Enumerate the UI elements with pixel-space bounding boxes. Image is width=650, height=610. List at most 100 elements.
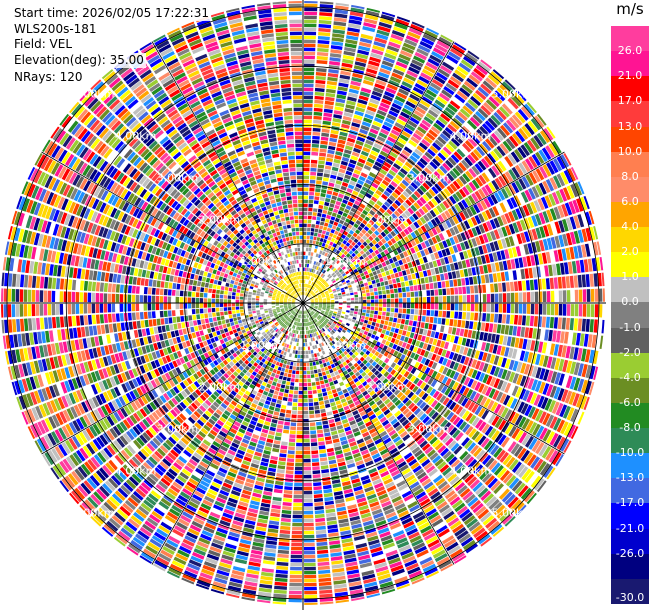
velocity-gate bbox=[326, 300, 331, 302]
velocity-gate bbox=[495, 391, 504, 402]
velocity-gate bbox=[581, 364, 588, 378]
velocity-gate bbox=[318, 241, 323, 246]
velocity-gate bbox=[349, 197, 355, 203]
velocity-gate bbox=[434, 331, 440, 339]
velocity-gate bbox=[352, 190, 359, 196]
velocity-gate bbox=[293, 394, 298, 399]
velocity-gate bbox=[528, 406, 536, 418]
velocity-gate bbox=[410, 352, 416, 359]
velocity-gate bbox=[285, 470, 294, 475]
velocity-gate bbox=[421, 264, 426, 271]
velocity-gate bbox=[322, 209, 328, 214]
velocity-gate bbox=[306, 288, 308, 292]
velocity-gate bbox=[303, 67, 315, 72]
velocity-gate bbox=[535, 367, 542, 379]
velocity-gate bbox=[427, 246, 433, 254]
velocity-gate bbox=[338, 251, 343, 257]
velocity-gate bbox=[444, 126, 455, 136]
velocity-gate bbox=[290, 554, 302, 559]
velocity-gate bbox=[312, 265, 315, 269]
velocity-gate bbox=[318, 296, 322, 298]
velocity-gate bbox=[324, 252, 328, 257]
velocity-gate bbox=[482, 284, 487, 293]
velocity-gate bbox=[429, 145, 439, 154]
velocity-gate bbox=[504, 382, 512, 393]
velocity-gate bbox=[289, 386, 294, 390]
velocity-gate bbox=[445, 350, 451, 359]
velocity-gate bbox=[393, 210, 401, 217]
velocity-gate bbox=[570, 408, 579, 423]
velocity-gate bbox=[314, 248, 318, 253]
velocity-gate bbox=[508, 425, 517, 437]
velocity-gate bbox=[377, 186, 385, 193]
velocity-gate bbox=[512, 373, 519, 384]
velocity-gate bbox=[455, 270, 461, 278]
velocity-gate bbox=[310, 304, 315, 306]
velocity-gate bbox=[341, 266, 346, 271]
velocity-gate bbox=[368, 171, 377, 178]
velocity-gate bbox=[303, 199, 308, 204]
velocity-gate bbox=[350, 126, 359, 132]
velocity-gate bbox=[307, 219, 312, 224]
velocity-gate bbox=[328, 377, 333, 383]
velocity-gate bbox=[299, 330, 302, 335]
velocity-gate bbox=[471, 267, 477, 276]
velocity-gate bbox=[448, 351, 455, 360]
velocity-gate bbox=[545, 251, 552, 264]
velocity-gate bbox=[397, 156, 406, 164]
velocity-gate bbox=[570, 304, 575, 317]
velocity-gate bbox=[267, 370, 272, 376]
velocity-gate bbox=[321, 269, 325, 273]
velocity-gate bbox=[346, 305, 351, 308]
velocity-gate bbox=[330, 45, 343, 50]
velocity-gate bbox=[573, 377, 581, 391]
velocity-gate bbox=[328, 275, 333, 279]
velocity-gate bbox=[330, 471, 339, 477]
velocity-gate bbox=[316, 352, 320, 357]
velocity-gate bbox=[573, 230, 580, 244]
velocity-gate bbox=[511, 182, 520, 194]
velocity-gate bbox=[434, 216, 441, 225]
velocity-gate bbox=[465, 52, 478, 63]
velocity-gate bbox=[400, 319, 406, 325]
velocity-gate bbox=[469, 276, 474, 285]
velocity-gate bbox=[551, 192, 560, 205]
velocity-gate bbox=[414, 297, 419, 303]
velocity-gate bbox=[290, 422, 297, 427]
velocity-gate bbox=[379, 224, 386, 231]
velocity-gate bbox=[327, 236, 332, 241]
velocity-gate bbox=[396, 207, 404, 215]
velocity-gate bbox=[531, 366, 538, 378]
velocity-gate bbox=[356, 274, 361, 279]
velocity-gate bbox=[297, 338, 300, 343]
velocity-gate bbox=[289, 430, 296, 435]
velocity-gate bbox=[366, 106, 377, 113]
velocity-gate bbox=[539, 226, 546, 238]
velocity-gate bbox=[379, 150, 389, 158]
velocity-gate bbox=[474, 163, 484, 173]
velocity-gate bbox=[366, 260, 372, 265]
velocity-gate bbox=[323, 395, 329, 401]
velocity-gate bbox=[339, 131, 348, 137]
velocity-gate bbox=[273, 593, 287, 598]
velocity-gate bbox=[536, 132, 547, 146]
velocity-gate bbox=[588, 349, 595, 364]
velocity-gate bbox=[320, 367, 325, 372]
velocity-gate bbox=[500, 381, 508, 392]
velocity-gate bbox=[462, 186, 470, 196]
velocity-gate bbox=[366, 306, 371, 310]
velocity-gate bbox=[308, 211, 313, 216]
velocity-gate bbox=[311, 277, 314, 281]
velocity-gate bbox=[337, 293, 342, 296]
velocity-gate bbox=[328, 419, 335, 424]
velocity-gate bbox=[374, 335, 380, 341]
velocity-gate bbox=[359, 321, 364, 326]
velocity-gate bbox=[565, 317, 570, 330]
velocity-gate bbox=[385, 158, 394, 166]
velocity-gate bbox=[442, 200, 450, 209]
velocity-gate bbox=[313, 490, 323, 495]
velocity-gate bbox=[463, 250, 469, 259]
velocity-gate bbox=[316, 425, 323, 430]
velocity-gate bbox=[309, 366, 314, 370]
velocity-gate bbox=[281, 367, 286, 372]
